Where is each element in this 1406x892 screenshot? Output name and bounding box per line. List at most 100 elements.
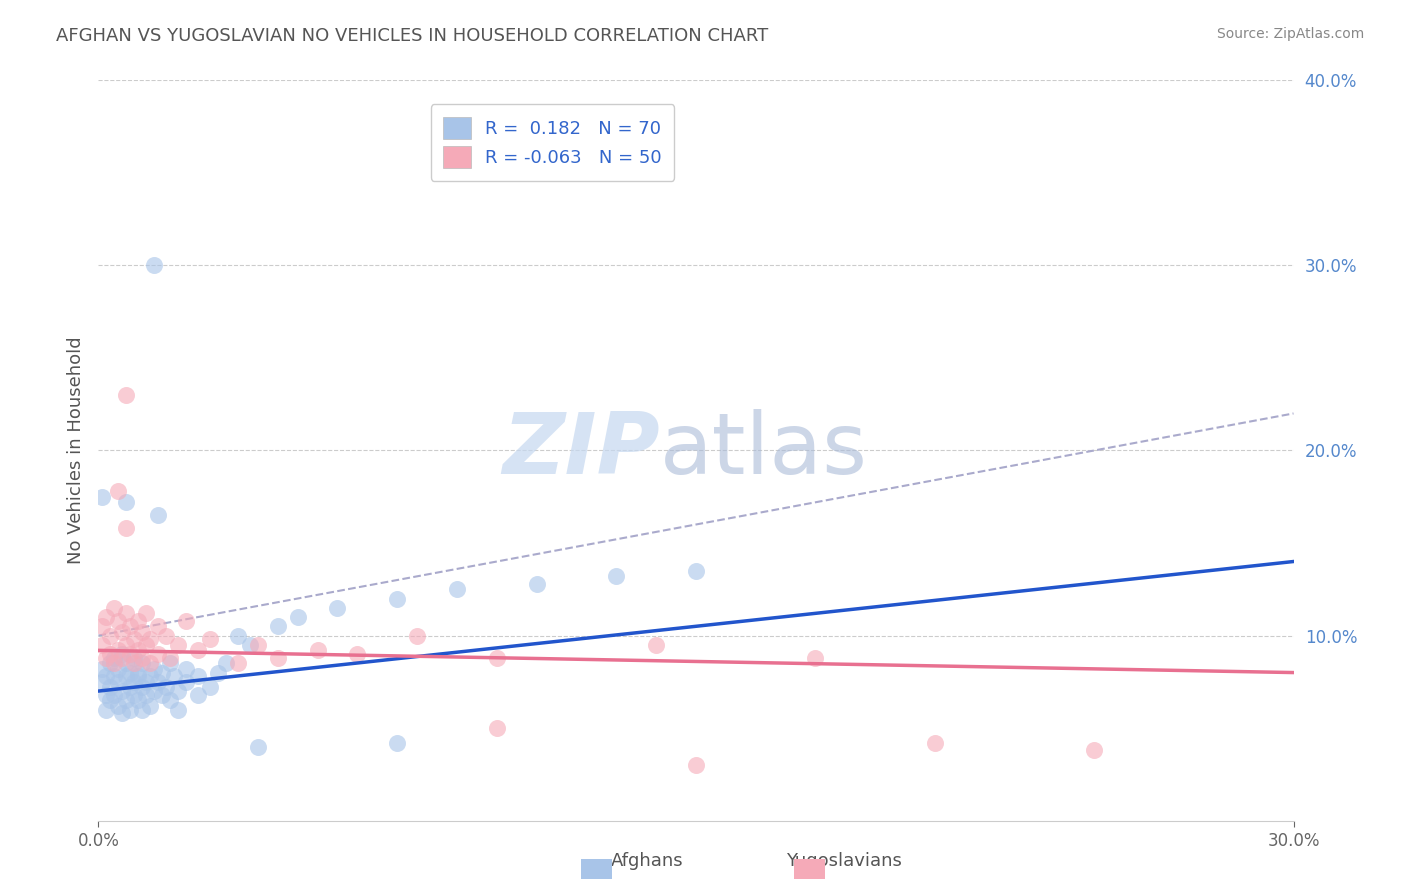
- Point: [120, 647, 142, 661]
- Point: [115, 669, 138, 683]
- Point: [103, 688, 125, 702]
- Point: [135, 688, 157, 702]
- Point: [198, 681, 221, 695]
- Point: [91, 619, 114, 633]
- Point: [127, 693, 149, 707]
- Point: [111, 706, 134, 721]
- Text: ZIP: ZIP: [502, 409, 661, 492]
- Point: [485, 721, 508, 735]
- Point: [526, 576, 548, 591]
- Point: [107, 614, 129, 628]
- Point: [207, 665, 229, 680]
- Point: [127, 665, 149, 680]
- Point: [307, 643, 329, 657]
- Point: [120, 703, 142, 717]
- Point: [98, 647, 122, 661]
- Point: [98, 628, 122, 642]
- Point: [96, 669, 118, 683]
- Point: [124, 657, 146, 671]
- Point: [103, 600, 125, 615]
- Point: [135, 607, 157, 621]
- Point: [96, 610, 118, 624]
- Point: [174, 674, 197, 689]
- Point: [924, 736, 946, 750]
- Point: [111, 647, 134, 661]
- Point: [605, 569, 627, 583]
- Point: [91, 638, 114, 652]
- Point: [226, 657, 249, 671]
- Point: [115, 495, 138, 509]
- Point: [131, 624, 153, 639]
- Point: [96, 688, 118, 702]
- Point: [103, 650, 125, 665]
- Point: [127, 669, 149, 683]
- Point: [187, 643, 209, 657]
- Point: [174, 614, 197, 628]
- Point: [139, 698, 162, 713]
- Point: [107, 698, 129, 713]
- Point: [804, 650, 827, 665]
- Point: [187, 688, 209, 702]
- Point: [174, 662, 197, 676]
- Text: Yugoslavians: Yugoslavians: [786, 852, 901, 870]
- Point: [148, 647, 170, 661]
- Point: [131, 703, 153, 717]
- Point: [226, 628, 249, 642]
- Point: [1083, 743, 1105, 757]
- Point: [385, 591, 409, 606]
- Point: [246, 739, 269, 754]
- Point: [98, 657, 122, 671]
- Point: [246, 638, 269, 652]
- Point: [124, 632, 146, 647]
- Point: [167, 703, 190, 717]
- Point: [485, 650, 508, 665]
- Point: [215, 657, 238, 671]
- Point: [148, 674, 170, 689]
- Text: atlas: atlas: [661, 409, 868, 492]
- Point: [96, 703, 118, 717]
- Point: [155, 681, 177, 695]
- Point: [115, 638, 138, 652]
- Point: [131, 681, 153, 695]
- Point: [107, 674, 129, 689]
- Point: [115, 607, 138, 621]
- Point: [685, 564, 707, 578]
- Point: [120, 665, 142, 680]
- Point: [155, 628, 177, 642]
- Point: [115, 693, 138, 707]
- Point: [150, 665, 173, 680]
- Point: [120, 681, 142, 695]
- Point: [103, 657, 125, 671]
- Point: [91, 490, 114, 504]
- Point: [406, 628, 429, 642]
- Point: [135, 638, 157, 652]
- Point: [139, 669, 162, 683]
- Legend: R =  0.182   N = 70, R = -0.063   N = 50: R = 0.182 N = 70, R = -0.063 N = 50: [430, 104, 675, 181]
- Point: [127, 643, 149, 657]
- Point: [111, 624, 134, 639]
- Point: [148, 619, 170, 633]
- Point: [103, 669, 125, 683]
- Text: AFGHAN VS YUGOSLAVIAN NO VEHICLES IN HOUSEHOLD CORRELATION CHART: AFGHAN VS YUGOSLAVIAN NO VEHICLES IN HOU…: [56, 27, 769, 45]
- Point: [139, 657, 162, 671]
- Point: [159, 650, 181, 665]
- Point: [98, 693, 122, 707]
- Point: [107, 484, 129, 499]
- Point: [163, 669, 186, 683]
- Point: [159, 693, 181, 707]
- Point: [685, 758, 707, 772]
- Text: Source: ZipAtlas.com: Source: ZipAtlas.com: [1216, 27, 1364, 41]
- Point: [267, 619, 290, 633]
- Point: [143, 684, 166, 698]
- Point: [115, 657, 138, 671]
- Point: [159, 657, 181, 671]
- Point: [645, 638, 668, 652]
- Point: [135, 674, 157, 689]
- Point: [326, 600, 349, 615]
- Point: [139, 632, 162, 647]
- Point: [107, 643, 129, 657]
- Point: [239, 638, 262, 652]
- Point: [198, 632, 221, 647]
- Point: [115, 521, 138, 535]
- Text: Afghans: Afghans: [610, 852, 683, 870]
